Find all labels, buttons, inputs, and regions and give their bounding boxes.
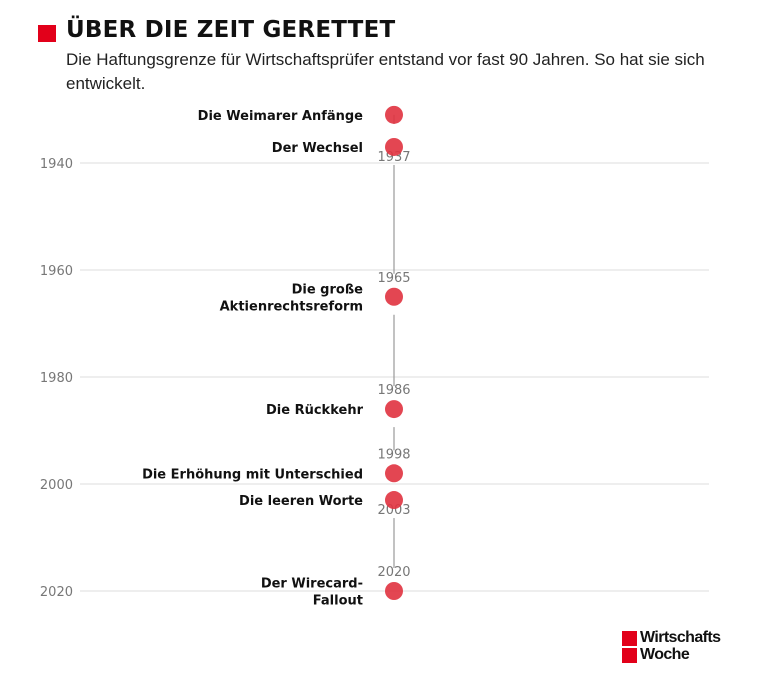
logo-square-top: [622, 631, 637, 646]
year-label-1937: 1937: [377, 150, 410, 165]
event-label-2020-line2: Fallout: [313, 594, 363, 609]
event-marker-1986: [385, 400, 403, 419]
tick-label-2020: 2020: [40, 585, 73, 600]
tick-label-1940: 1940: [40, 157, 73, 172]
event-label-2020-line1: Der Wirecard-: [261, 577, 363, 592]
tick-label-2000: 2000: [40, 478, 73, 493]
wirtschaftswoche-logo: Wirtschafts Woche: [622, 629, 732, 665]
year-label-1998: 1998: [377, 447, 410, 462]
tick-label-1960: 1960: [40, 264, 73, 279]
year-label-1986: 1986: [377, 383, 410, 398]
event-label-1931: Die Weimarer Anfänge: [198, 109, 364, 124]
event-label-1986: Die Rückkehr: [266, 403, 364, 418]
year-label-2020: 2020: [377, 565, 410, 580]
event-label-2003: Die leeren Worte: [239, 494, 363, 509]
event-marker-1937: [385, 137, 403, 156]
event-marker-2003: [385, 491, 403, 510]
event-marker-1931: [385, 105, 403, 124]
year-label-1965: 1965: [377, 271, 410, 286]
event-label-1998: Die Erhöhung mit Unterschied: [142, 467, 363, 482]
logo-text-line1: Wirtschafts: [640, 629, 721, 646]
title-marker: [38, 25, 56, 42]
event-label-1965-line1: Die große: [292, 282, 364, 297]
chart-title: ÜBER DIE ZEIT GERETTET: [66, 17, 396, 43]
event-marker-2020: [385, 582, 403, 600]
logo-square-bottom: [622, 648, 637, 663]
event-label-1965-line2: Aktienrechtsreform: [220, 299, 363, 314]
event-marker-1965: [385, 287, 403, 306]
tick-label-1980: 1980: [40, 371, 73, 386]
chart-subtitle: Die Haftungsgrenze für Wirtschaftsprüfer…: [66, 50, 705, 93]
event-marker-1998: [385, 464, 403, 483]
logo-text-line2: Woche: [640, 646, 690, 663]
year-label-2003: 2003: [377, 503, 410, 518]
event-label-1937: Der Wechsel: [272, 141, 363, 156]
